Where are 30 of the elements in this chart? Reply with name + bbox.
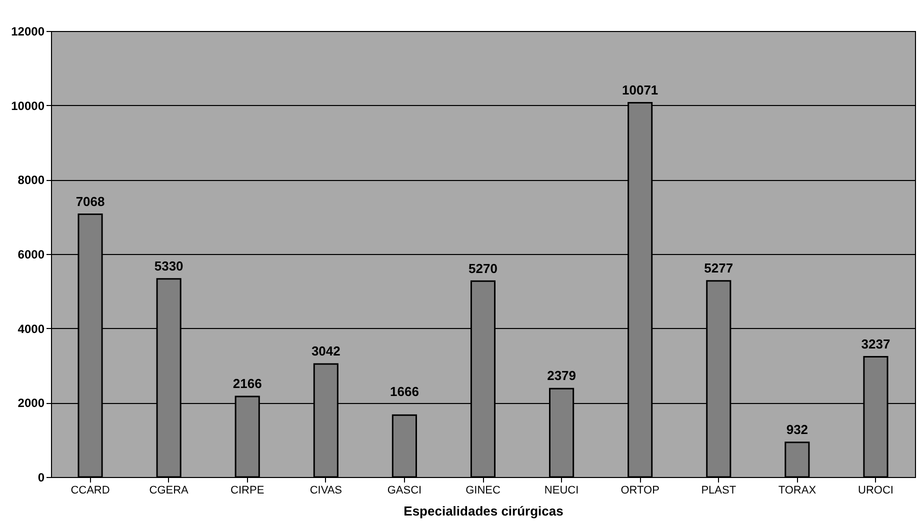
y-tick-label: 6000 <box>18 248 45 262</box>
data-label: 7068 <box>76 194 105 209</box>
x-tick-label: GASCI <box>387 484 422 496</box>
data-label: 10071 <box>622 82 658 98</box>
y-tick-label: 0 <box>38 470 45 484</box>
x-tick-label: CCARD <box>70 484 110 496</box>
data-label: 5277 <box>704 260 734 276</box>
y-tick-label: 8000 <box>18 173 45 188</box>
y-tick-label: 2000 <box>18 396 45 410</box>
x-tick-label: NEUCI <box>544 484 579 496</box>
data-label: 5270 <box>468 260 498 276</box>
x-tick-label: CGERA <box>149 484 190 496</box>
data-label: 3042 <box>311 344 340 359</box>
data-label: 5330 <box>154 258 184 274</box>
data-label: 3237 <box>861 336 890 352</box>
data-label: 1666 <box>390 384 419 400</box>
data-label: 2166 <box>232 376 262 392</box>
x-tick-label: CIVAS <box>310 484 342 496</box>
data-label: 932 <box>786 422 808 438</box>
x-tick-label: UROCI <box>858 484 894 496</box>
x-tick-label: ORTOP <box>620 484 660 496</box>
y-tick-label: 10000 <box>11 98 45 113</box>
x-tick-label: GINEC <box>466 484 500 496</box>
data-label: 2379 <box>547 368 576 384</box>
y-tick-label: 12000 <box>11 24 45 38</box>
y-tick-label: 4000 <box>18 322 45 336</box>
x-tick-label: CIRPE <box>230 484 264 496</box>
x-tick-label: TORAX <box>778 484 817 496</box>
x-axis-title: Especialidades cirúrgicas <box>404 504 564 518</box>
x-tick-label: PLAST <box>701 484 736 496</box>
